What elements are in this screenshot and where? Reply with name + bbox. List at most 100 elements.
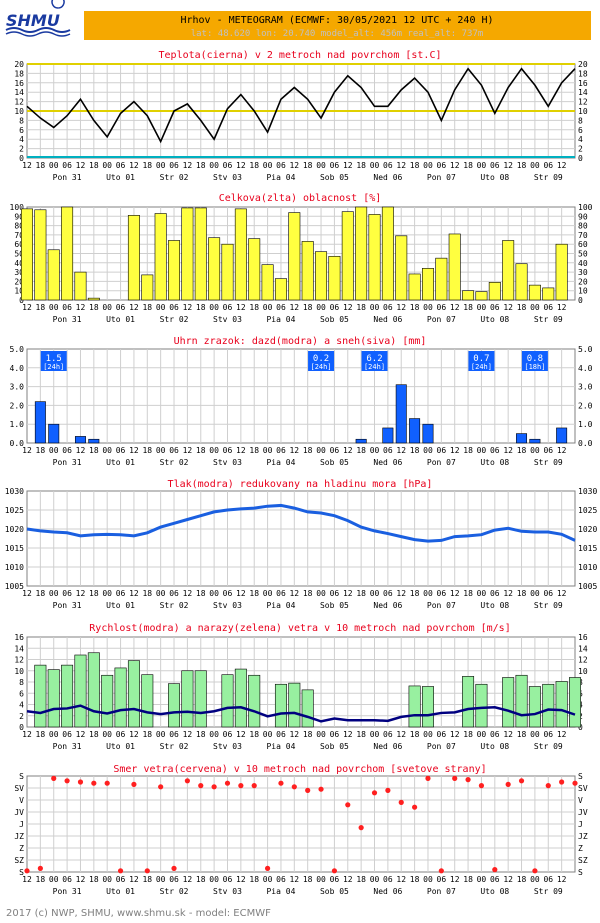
day-label: Str 02: [160, 173, 189, 182]
hour-tick-label: 18: [249, 303, 259, 312]
temperature-line: [26, 67, 576, 144]
y-tick-label-right: SZ: [578, 856, 588, 865]
hour-tick-label: 18: [89, 303, 99, 312]
cloud-bar: [515, 263, 528, 301]
hour-tick-label: 12: [343, 446, 353, 455]
hour-tick-label: 18: [463, 730, 473, 739]
precip-total-box: [361, 351, 388, 371]
cloud-bar: [234, 208, 247, 301]
y-tick-label-left: 1020: [5, 525, 24, 534]
hour-tick-label: 18: [303, 303, 313, 312]
hour-tick-label: 00: [316, 161, 326, 170]
hour-tick-label: 12: [450, 303, 460, 312]
hour-tick-label: 00: [316, 589, 326, 598]
wind-direction-point: [532, 868, 538, 874]
day-label: Pon 31: [53, 458, 82, 467]
hour-tick-label: 06: [437, 161, 447, 170]
hour-tick-label: 06: [169, 730, 179, 739]
wind-direction-point: [398, 799, 404, 806]
hour-tick-label: 12: [396, 446, 406, 455]
cloud-bar: [261, 264, 274, 301]
day-label: Pon 07: [427, 742, 456, 751]
y-tick-label-left: 50: [14, 250, 24, 259]
precip-total-value: 0.7: [473, 354, 489, 364]
y-tick-label-left: 4: [19, 135, 24, 144]
y-tick-label-right: 14: [578, 644, 588, 653]
hour-tick-label: 12: [503, 161, 513, 170]
gust-bar: [34, 664, 47, 728]
hour-tick-label: 18: [517, 303, 527, 312]
hour-tick-label: 18: [410, 446, 420, 455]
hour-tick-label: 06: [383, 161, 393, 170]
hour-tick-label: 00: [370, 875, 380, 884]
precip-total-badge: 6.2[24h]: [361, 351, 388, 371]
y-tick-label-right: 2: [578, 145, 583, 154]
hour-tick-label: 12: [557, 446, 567, 455]
day-label: Pon 07: [427, 887, 456, 896]
hour-tick-label: 18: [196, 161, 206, 170]
panel-title: Teplota(cierna) v 2 metroch nad povrchom…: [159, 50, 442, 61]
hour-tick-label: 06: [543, 446, 553, 455]
hour-tick-label: 06: [437, 730, 447, 739]
y-tick-label-right: 16: [578, 633, 588, 642]
cloud-bar: [315, 251, 328, 301]
precip-total-badge: 0.8[18h]: [521, 351, 548, 371]
hour-tick-label: 12: [503, 875, 513, 884]
hour-tick-label: 18: [142, 303, 152, 312]
wind-direction-point: [144, 868, 150, 874]
hour-tick-label: 00: [156, 730, 166, 739]
footer-text: 2017 (c) NWP, SHMU, www.shmu.sk - model:…: [6, 908, 271, 919]
cloud-bar: [154, 213, 167, 301]
y-tick-label-left: V: [19, 796, 24, 805]
hour-tick-label: 12: [396, 589, 406, 598]
wind-direction-point: [478, 783, 485, 789]
precip-total-period: [18h]: [524, 363, 545, 371]
cloud-bar: [395, 235, 408, 301]
hour-tick-label: 18: [303, 446, 313, 455]
y-tick-label-right: 12: [578, 656, 588, 665]
y-tick-label-left: 4.0: [10, 364, 25, 373]
gust-bar: [168, 683, 181, 728]
gust-bar: [234, 668, 247, 728]
y-tick-label-left: Z: [19, 844, 24, 853]
day-label: Pia 04: [266, 458, 295, 467]
hour-tick-label: 18: [410, 875, 420, 884]
y-tick-label-right: JZ: [578, 832, 588, 841]
cloud-bar: [448, 233, 461, 301]
hour-tick-label: 12: [236, 875, 246, 884]
hour-tick-label: 06: [62, 875, 72, 884]
hour-tick-label: 06: [330, 446, 340, 455]
gust-bar: [288, 682, 301, 728]
wind-direction-point: [171, 865, 177, 872]
wind-direction-point: [345, 802, 351, 808]
hour-tick-label: 06: [543, 161, 553, 170]
day-label: Sob 05: [320, 315, 349, 324]
day-label: Str 09: [534, 458, 563, 467]
hour-tick-label: 06: [116, 589, 126, 598]
wind-panel: 12 18 00 06 12 18 00 06 12 18 00 06 12 18 00 06 12 18 00 06…: [14, 623, 587, 751]
hour-tick-label: 12: [343, 161, 353, 170]
hour-tick-label: 00: [530, 589, 540, 598]
cloud-bar: [328, 255, 341, 301]
wind-direction-point: [158, 784, 164, 790]
day-label: Str 09: [534, 887, 563, 896]
wind-direction-point: [438, 868, 444, 874]
hour-tick-label: 18: [517, 730, 527, 739]
hour-tick-label: 18: [463, 875, 473, 884]
logo-text: SHMU: [6, 11, 60, 30]
wind-direction-point: [559, 779, 565, 785]
gust-bar: [141, 674, 154, 728]
hour-tick-label: 12: [450, 730, 460, 739]
hour-tick-label: 18: [517, 589, 527, 598]
y-tick-label-left: 6: [19, 689, 24, 698]
hour-tick-label: 18: [142, 161, 152, 170]
hour-tick-label: 12: [22, 446, 32, 455]
hour-tick-label: 00: [477, 730, 487, 739]
hour-tick-label: 00: [477, 875, 487, 884]
y-tick-label-left: 10: [14, 667, 24, 676]
hour-tick-label: 00: [370, 730, 380, 739]
hour-tick-label: 12: [396, 303, 406, 312]
hour-tick-label: 06: [383, 303, 393, 312]
hour-tick-label: 00: [263, 303, 273, 312]
y-tick-label-left: 1010: [5, 563, 24, 572]
